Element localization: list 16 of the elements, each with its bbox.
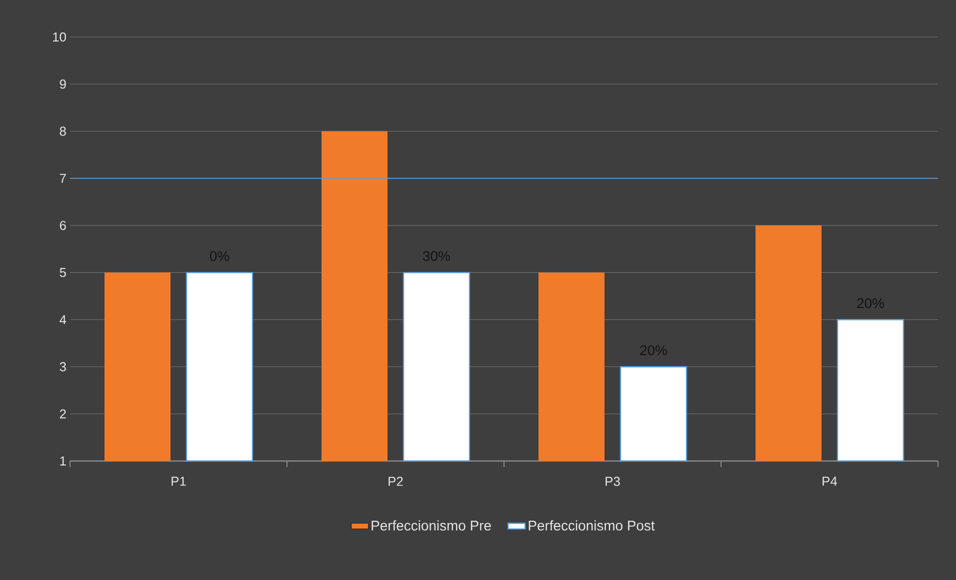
x-tick-label: P1 [172,476,186,486]
y-tick-label: 9 [60,80,66,89]
legend-label: Perfeccionismo Post [528,520,655,531]
y-tick-label: 10 [53,32,66,42]
y-tick-label: 5 [60,268,66,278]
y-tick-label: 1 [60,456,66,466]
y-tick-label: 3 [60,362,66,372]
y-tick-label: 7 [60,174,66,183]
y-tick-label: 6 [60,220,66,230]
x-tick-label: P2 [388,476,403,486]
y-tick-label: 4 [60,315,66,324]
y-tick-label: 2 [60,409,66,418]
x-tick-label: P3 [606,476,620,486]
x-tick-label: P4 [822,476,838,486]
y-tick-label: 8 [60,126,66,136]
legend-label: Perfeccionismo Pre [372,520,491,531]
